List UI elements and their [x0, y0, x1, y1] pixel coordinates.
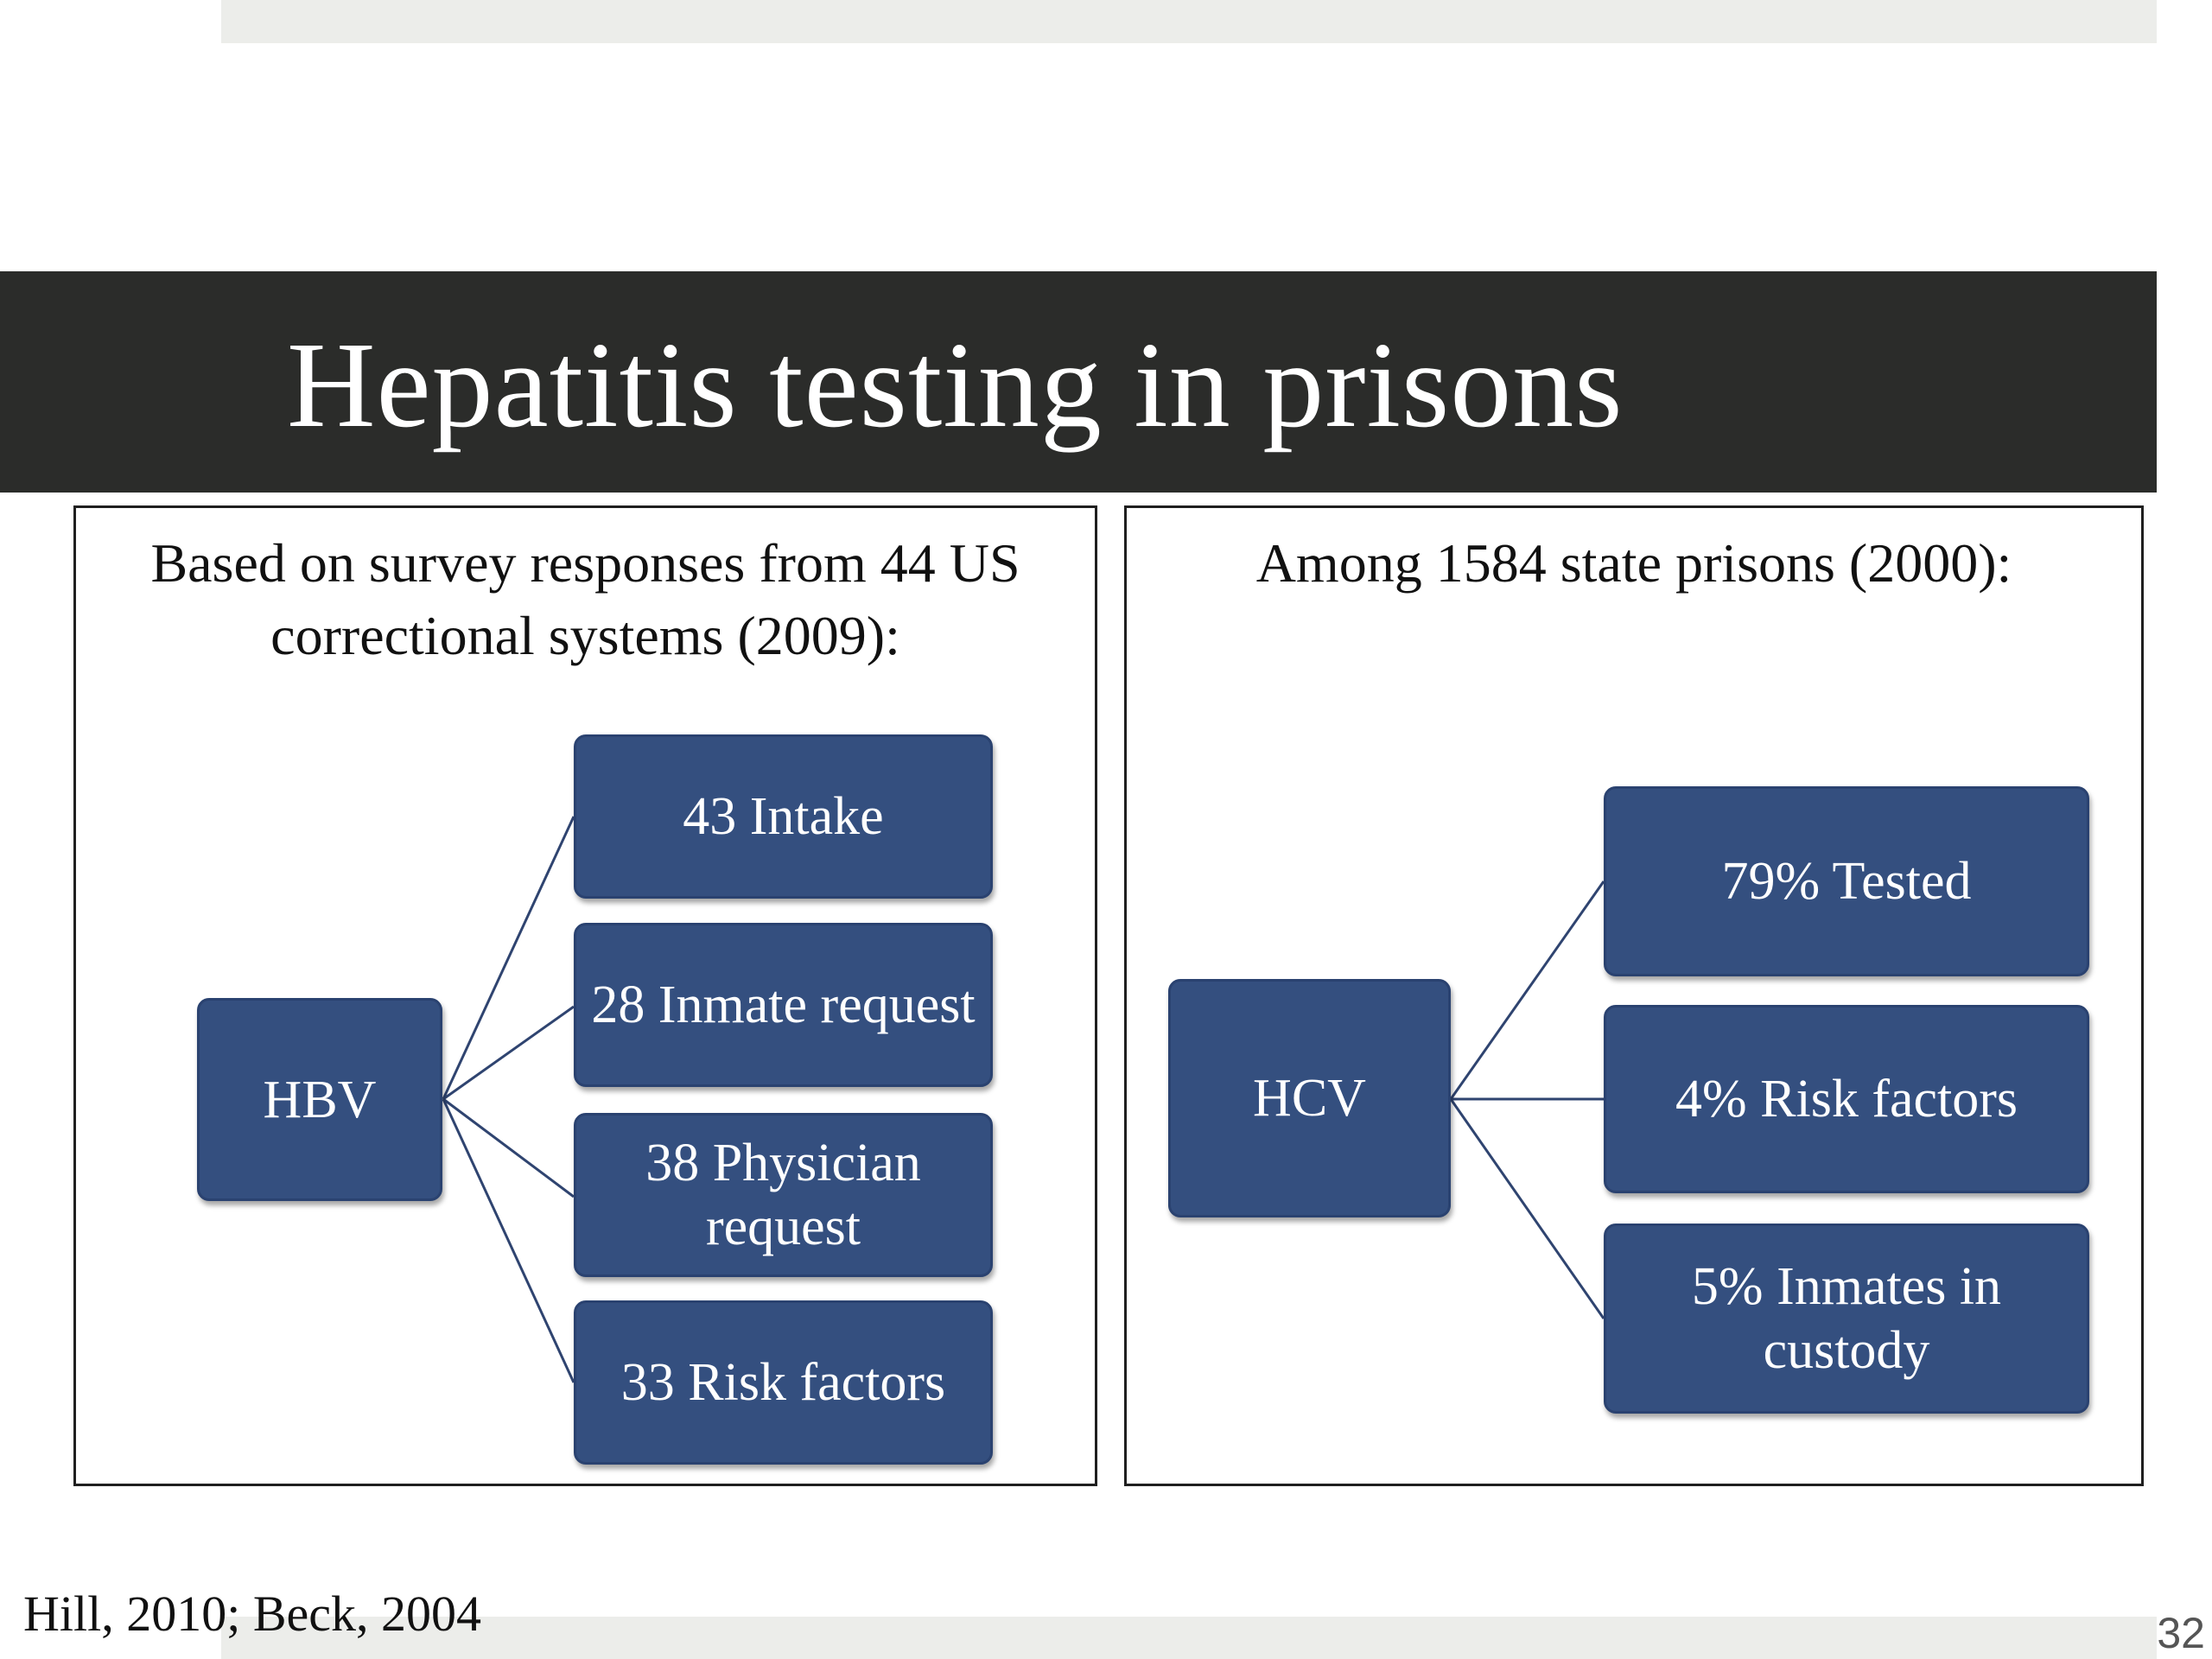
hcv-tested-node: 79% Tested — [1604, 786, 2089, 976]
slide-title: Hepatitis testing in prisons — [287, 316, 1624, 453]
hbv-risk-factors-node: 33 Risk factors — [574, 1300, 993, 1465]
hbv-node: HBV — [197, 998, 442, 1201]
hcv-caption-line-1: Among 1584 state prisons (2000): — [1255, 532, 2012, 594]
hcv-inmates-in-custody-node: 5% Inmates in custody — [1604, 1224, 2089, 1414]
hbv-inmate-request-node: 28 Inmate request — [574, 923, 993, 1087]
hbv-physician-request-node: 38 Physician request — [574, 1113, 993, 1277]
hcv-panel-caption: Among 1584 state prisons (2000): — [1127, 527, 2141, 600]
top-band — [221, 0, 2157, 43]
hcv-node: HCV — [1168, 979, 1451, 1217]
hbv-caption-line-2: correctional systems (2009): — [270, 605, 900, 666]
hbv-caption-line-1: Based on survey responses from 44 US — [150, 532, 1020, 594]
title-bar — [0, 271, 2157, 493]
bottom-band — [221, 1617, 2157, 1659]
hcv-risk-factors-node: 4% Risk factors — [1604, 1005, 2089, 1193]
page-number: 32 — [2157, 1609, 2205, 1657]
hbv-intake-node: 43 Intake — [574, 734, 993, 899]
hbv-panel-caption: Based on survey responses from 44 US cor… — [76, 527, 1095, 672]
source-citation: Hill, 2010; Beck, 2004 — [23, 1586, 482, 1642]
